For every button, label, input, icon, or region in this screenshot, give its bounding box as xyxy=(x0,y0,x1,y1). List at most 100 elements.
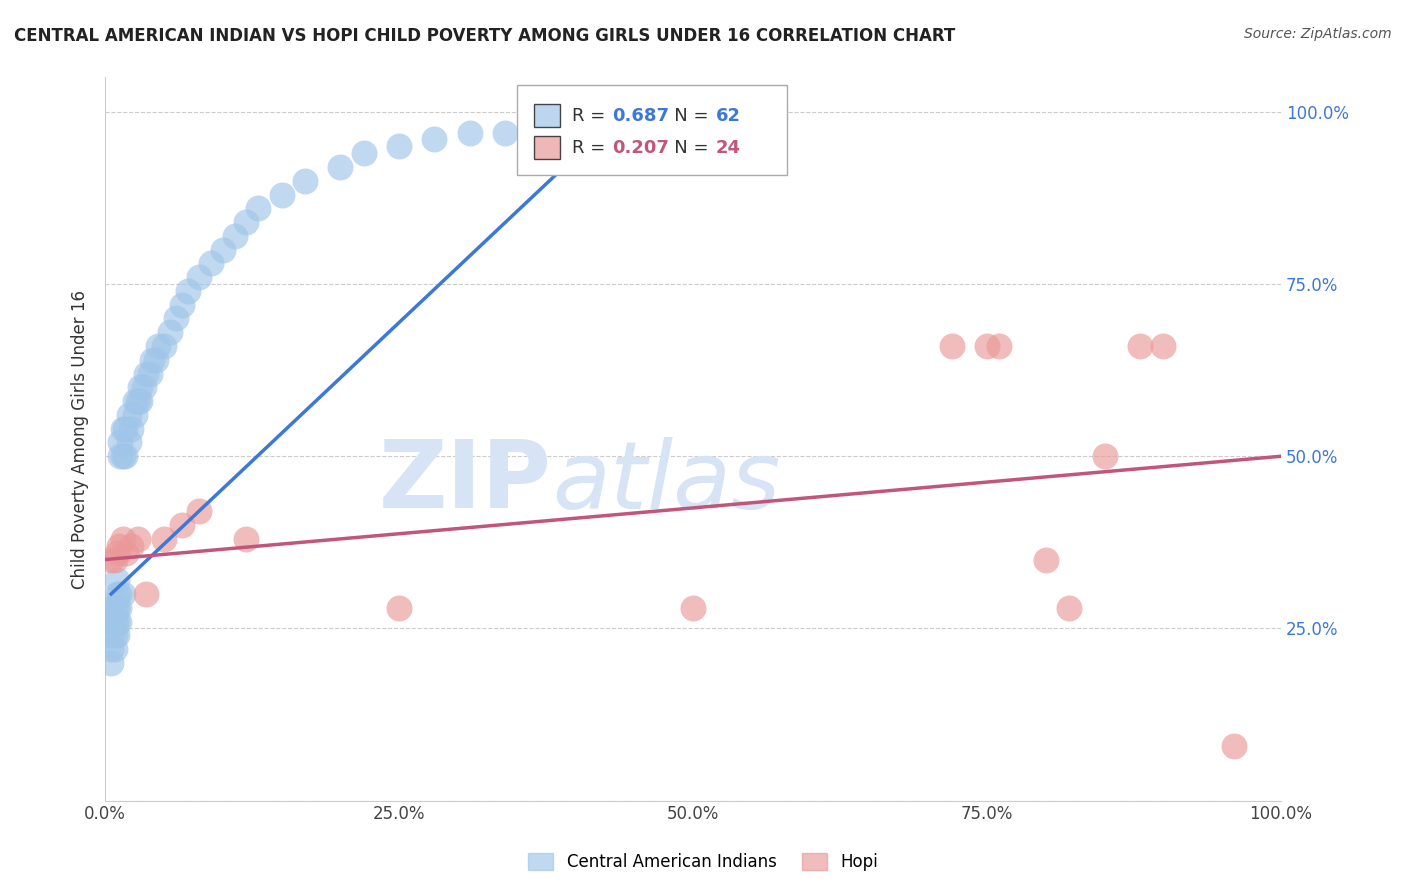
Point xyxy=(104,552,127,566)
Point xyxy=(1035,552,1057,566)
Point xyxy=(224,228,246,243)
Legend: Central American Indians, Hopi: Central American Indians, Hopi xyxy=(520,845,886,880)
Point xyxy=(120,539,142,553)
Point xyxy=(110,435,132,450)
Point xyxy=(176,284,198,298)
Point xyxy=(211,243,233,257)
Point xyxy=(127,532,149,546)
Y-axis label: Child Poverty Among Girls Under 16: Child Poverty Among Girls Under 16 xyxy=(72,290,89,589)
Point xyxy=(100,600,122,615)
Point xyxy=(141,352,163,367)
Point xyxy=(111,532,134,546)
Point xyxy=(105,573,128,587)
FancyBboxPatch shape xyxy=(534,136,560,159)
Point xyxy=(165,311,187,326)
Point xyxy=(494,126,516,140)
Point xyxy=(111,587,134,601)
Point xyxy=(634,112,657,126)
Point xyxy=(105,546,128,560)
Point xyxy=(127,394,149,409)
Text: N =: N = xyxy=(657,107,714,125)
Point xyxy=(235,215,257,229)
Point xyxy=(1152,339,1174,353)
Point xyxy=(108,615,131,629)
Point xyxy=(100,552,122,566)
Text: 62: 62 xyxy=(716,107,741,125)
Point xyxy=(235,532,257,546)
Point xyxy=(111,449,134,463)
Text: Source: ZipAtlas.com: Source: ZipAtlas.com xyxy=(1244,27,1392,41)
Text: CENTRAL AMERICAN INDIAN VS HOPI CHILD POVERTY AMONG GIRLS UNDER 16 CORRELATION C: CENTRAL AMERICAN INDIAN VS HOPI CHILD PO… xyxy=(14,27,955,45)
Point xyxy=(188,504,211,518)
Point xyxy=(105,615,128,629)
Point xyxy=(153,532,176,546)
Point xyxy=(270,187,292,202)
Point xyxy=(108,539,131,553)
Text: 0.207: 0.207 xyxy=(612,138,669,157)
Point xyxy=(682,104,704,119)
Point xyxy=(105,600,128,615)
Point xyxy=(104,628,127,642)
Point xyxy=(124,408,146,422)
Point xyxy=(108,587,131,601)
Point xyxy=(1094,449,1116,463)
Text: 24: 24 xyxy=(716,138,741,157)
Point xyxy=(105,587,128,601)
Point xyxy=(458,126,481,140)
Point xyxy=(129,380,152,394)
Point xyxy=(353,146,375,161)
Point xyxy=(139,367,162,381)
Point xyxy=(114,422,136,436)
Point xyxy=(145,352,167,367)
Text: atlas: atlas xyxy=(553,437,780,528)
Point xyxy=(110,449,132,463)
Point xyxy=(294,174,316,188)
Point xyxy=(118,435,141,450)
Point xyxy=(529,119,551,133)
Point xyxy=(170,518,193,533)
Point xyxy=(132,380,155,394)
Point xyxy=(153,339,176,353)
Point xyxy=(599,112,621,126)
Point xyxy=(104,642,127,657)
Point xyxy=(100,642,122,657)
Point xyxy=(108,600,131,615)
Point xyxy=(1059,600,1081,615)
Point xyxy=(100,656,122,670)
Point xyxy=(682,600,704,615)
Point xyxy=(105,628,128,642)
Point xyxy=(100,615,122,629)
Point xyxy=(100,628,122,642)
Point xyxy=(104,615,127,629)
Point xyxy=(135,587,157,601)
Point xyxy=(200,256,222,270)
Point xyxy=(135,367,157,381)
Point xyxy=(1129,339,1152,353)
FancyBboxPatch shape xyxy=(534,104,560,128)
Point xyxy=(115,546,138,560)
Point xyxy=(104,600,127,615)
Text: 0.687: 0.687 xyxy=(612,107,669,125)
Point xyxy=(188,270,211,285)
Point xyxy=(329,160,352,174)
Point xyxy=(124,394,146,409)
Point xyxy=(1223,739,1246,753)
Point xyxy=(111,422,134,436)
Point xyxy=(170,298,193,312)
Text: R =: R = xyxy=(572,138,612,157)
Point xyxy=(941,339,963,353)
Point xyxy=(118,408,141,422)
Point xyxy=(114,449,136,463)
Point xyxy=(129,394,152,409)
Point xyxy=(159,326,181,340)
Point xyxy=(146,339,169,353)
Text: R =: R = xyxy=(572,107,612,125)
Point xyxy=(247,202,270,216)
Point xyxy=(423,132,446,146)
Point xyxy=(976,339,998,353)
Text: N =: N = xyxy=(657,138,714,157)
FancyBboxPatch shape xyxy=(517,85,787,175)
Point xyxy=(120,422,142,436)
Point xyxy=(564,119,586,133)
Text: ZIP: ZIP xyxy=(380,436,553,528)
